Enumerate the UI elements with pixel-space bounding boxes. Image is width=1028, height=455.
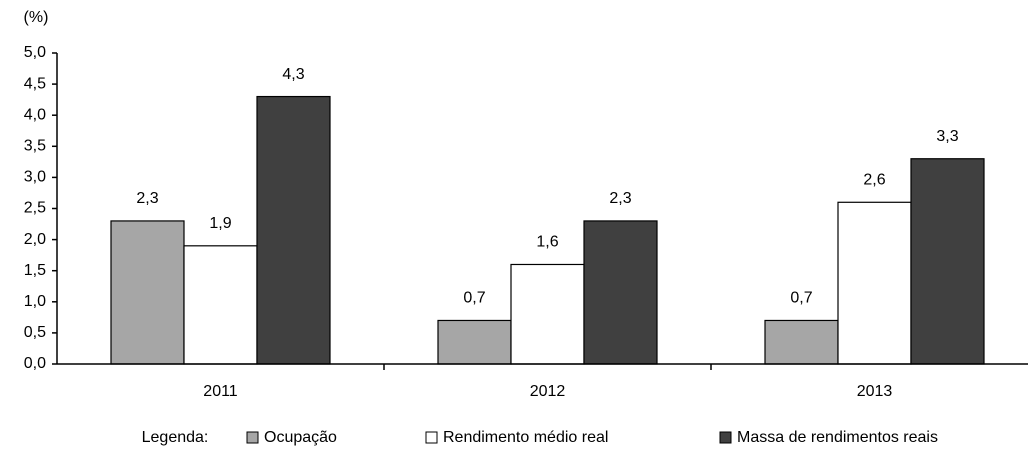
bar: [256, 95, 331, 365]
bar: [837, 201, 912, 365]
legend-swatch: [425, 431, 438, 444]
bar: [583, 220, 658, 365]
legend-label: Ocupação: [264, 429, 337, 446]
y-tick-label: 0,0: [24, 355, 46, 372]
y-tick-label: 0,5: [24, 324, 46, 341]
value-label: 2,3: [609, 190, 631, 207]
legend-title: Legenda:: [142, 429, 209, 446]
value-label: 1,9: [209, 215, 231, 232]
bar: [764, 319, 839, 365]
legend-label: Rendimento médio real: [443, 429, 608, 446]
bar: [910, 158, 985, 365]
value-label: 0,7: [790, 290, 812, 307]
legend-label: Massa de rendimentos reais: [737, 429, 938, 446]
x-tick-label: 2012: [530, 383, 566, 400]
y-tick-label: 3,0: [24, 169, 46, 186]
x-tick-label: 2011: [203, 383, 238, 400]
y-tick-label: 1,0: [24, 293, 46, 310]
value-label: 4,3: [282, 66, 304, 83]
y-tick-label: 4,5: [24, 75, 46, 92]
y-tick-label: 2,5: [24, 200, 46, 217]
y-tick-label: 5,0: [24, 44, 46, 61]
y-tick-label: 2,0: [24, 231, 46, 248]
value-label: 2,6: [863, 171, 885, 188]
value-label: 3,3: [936, 128, 958, 145]
y-tick-label: 3,5: [24, 138, 46, 155]
bar: [437, 319, 512, 365]
legend-swatch: [719, 431, 732, 444]
bar: [510, 263, 585, 365]
x-tick-label: 2013: [857, 383, 893, 400]
y-tick-label: 4,0: [24, 106, 46, 123]
bar: [110, 220, 185, 365]
value-label: 0,7: [463, 290, 485, 307]
y-tick-label: 1,5: [24, 262, 46, 279]
value-label: 1,6: [536, 234, 558, 251]
value-label: 2,3: [136, 190, 158, 207]
y-unit: (%): [24, 9, 49, 26]
bar: [183, 245, 258, 365]
legend-swatch: [246, 431, 259, 444]
